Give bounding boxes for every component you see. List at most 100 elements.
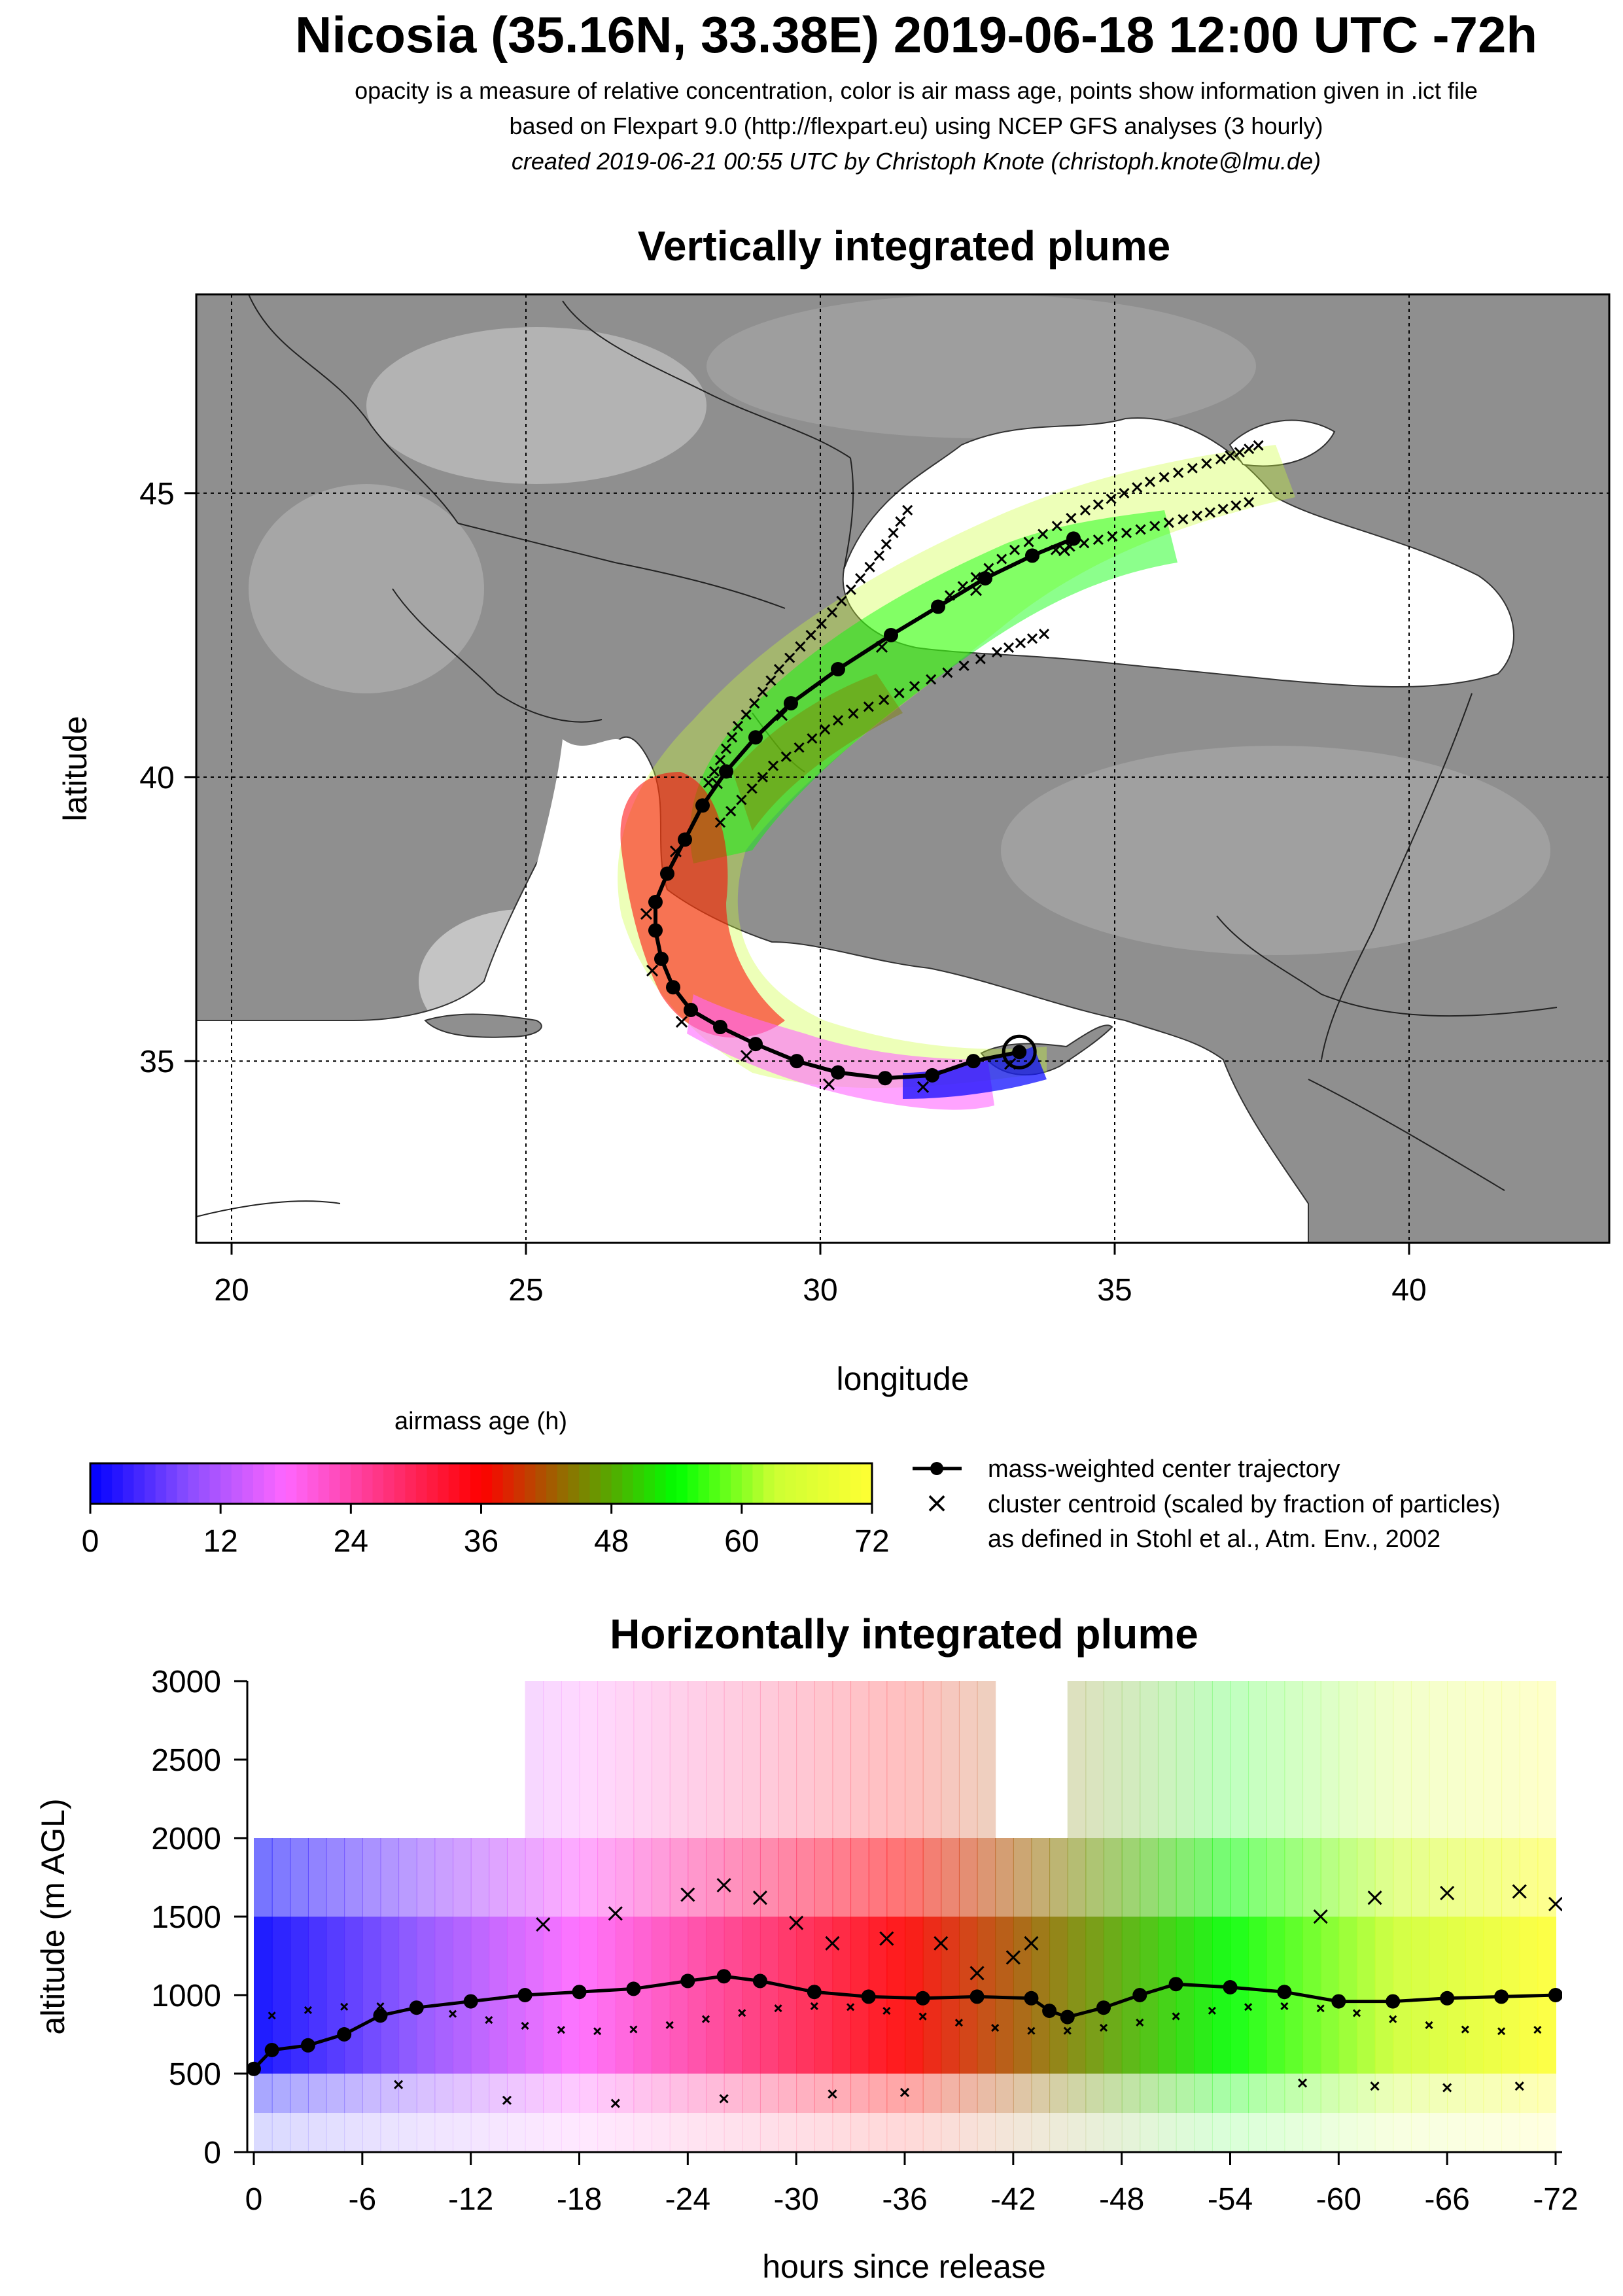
- cross-stroke: [1191, 510, 1203, 521]
- cross-stroke: [675, 1015, 688, 1028]
- cross-stroke: [1389, 2015, 1397, 2023]
- heatmap-cell: [1393, 1838, 1412, 1917]
- heatmap-cell: [1121, 2113, 1141, 2152]
- cross-stroke: [680, 1887, 695, 1902]
- cross-stroke: [608, 1906, 623, 1921]
- heatmap-cell: [561, 1681, 580, 1838]
- height-y-tick-label: 2000: [151, 1822, 221, 1856]
- cross-stroke: [665, 2021, 674, 2029]
- cross-stroke: [738, 2009, 746, 2017]
- lower-cluster-marker: [1208, 2006, 1216, 2015]
- heatmap-cell: [905, 2113, 924, 2152]
- colorbar-segment: [807, 1463, 819, 1504]
- heatmap-cell: [470, 2074, 490, 2113]
- colorbar-segment: [470, 1463, 482, 1504]
- lower-cluster-marker: [521, 2021, 529, 2030]
- colorbar-segment: [818, 1463, 829, 1504]
- heatmap-cell: [814, 1681, 833, 1838]
- cross-stroke: [610, 2098, 620, 2108]
- heatmap-cell: [434, 1917, 454, 2074]
- cluster-centroid-marker: [1132, 482, 1143, 493]
- colorbar-tick-label: 48: [594, 1524, 629, 1559]
- subtitle-credit: created 2019-06-21 00:55 UTC by Christop…: [511, 148, 1321, 175]
- cross-stroke: [969, 584, 983, 597]
- heatmap-cell: [1393, 2074, 1412, 2113]
- heatmap-cell: [652, 1838, 671, 1917]
- cluster-centroid-marker: [1106, 493, 1117, 504]
- heatmap-cell: [832, 1838, 852, 1917]
- heatmap-cell: [977, 1681, 996, 1838]
- heatmap-cell: [977, 1838, 996, 1917]
- colorbar-segment: [253, 1463, 265, 1504]
- heatmap-cell: [1248, 2113, 1267, 2152]
- heatmap-cell: [362, 1838, 381, 1917]
- heatmap-cell: [958, 2113, 978, 2152]
- cross-stroke: [810, 2002, 818, 2010]
- center-trajectory-point: [1012, 1045, 1027, 1060]
- lower-cluster-marker: [629, 2025, 638, 2034]
- cluster-centroid-marker: [780, 751, 792, 762]
- heatmap-cell: [1104, 1838, 1123, 1917]
- heatmap-cell: [326, 1917, 345, 2074]
- colorbar-segment: [438, 1463, 449, 1504]
- colorbar-segment: [329, 1463, 341, 1504]
- heatmap-cell: [597, 2113, 616, 2152]
- cross-stroke: [1050, 544, 1062, 555]
- heatmap-cell: [1410, 1838, 1430, 1917]
- cross-stroke: [875, 640, 888, 653]
- heatmap-cell: [1104, 1917, 1123, 2074]
- heatmap-cell: [1248, 1917, 1267, 2074]
- country-borders: [196, 294, 1558, 1217]
- colorbar-segment: [242, 1463, 254, 1504]
- colorbar-segment: [285, 1463, 298, 1504]
- center-trajectory-point: [654, 951, 669, 966]
- center-trajectory-point: [713, 1020, 727, 1035]
- center-trajectory-point: [719, 764, 733, 779]
- heatmap-cell: [1465, 2074, 1484, 2113]
- cluster-centroid-marker: [1023, 536, 1034, 548]
- cluster-centroid-marker: [1217, 504, 1229, 515]
- heatmap-cell: [1410, 2074, 1430, 2113]
- colorbar-segment: [427, 1463, 439, 1504]
- heatmap-cell: [759, 1838, 779, 1917]
- cross-stroke: [485, 2016, 493, 2025]
- colorbar-segment: [101, 1463, 113, 1504]
- cluster-centroid-marker: [1079, 538, 1090, 549]
- heatmap-cell: [1121, 1838, 1141, 1917]
- terrain-patch: [249, 484, 484, 693]
- heatmap-cell: [688, 1917, 707, 2074]
- heatmap-cell: [778, 1681, 797, 1838]
- heatmap-cell: [814, 1838, 833, 1917]
- lower-cluster-marker: [846, 2003, 855, 2011]
- heatmap-cell: [1320, 1681, 1340, 1838]
- heatmap-cell: [1284, 1838, 1304, 1917]
- map-y-tick-label: 35: [139, 1045, 174, 1079]
- heatmap-cell: [1320, 2074, 1340, 2113]
- heatmap-cell: [886, 2074, 905, 2113]
- cluster-centroid-marker: [714, 817, 726, 828]
- colorbar-segment: [741, 1463, 754, 1504]
- lower-cluster-marker: [394, 2079, 404, 2089]
- center-trajectory-point: [684, 1003, 698, 1018]
- crete-island: [424, 1013, 542, 1038]
- cross-stroke: [916, 1081, 930, 1093]
- center-altitude-point: [247, 2061, 261, 2076]
- heatmap-cell: [597, 1838, 616, 1917]
- heatmap-cell: [669, 2074, 689, 2113]
- center-altitude-point: [463, 1994, 478, 2009]
- center-altitude-point: [969, 1989, 985, 2004]
- colorbar-segment: [665, 1463, 678, 1504]
- heatmap-cell: [995, 2113, 1014, 2152]
- center-altitude-point: [1277, 1985, 1292, 2000]
- heatmap-cell: [1465, 1681, 1484, 1838]
- cluster-centroid-marker: [816, 618, 827, 629]
- colorbar-segment: [459, 1463, 471, 1504]
- cross-stroke: [1015, 638, 1026, 649]
- colorbar-tick-label: 24: [334, 1524, 368, 1559]
- colorbar-segment: [415, 1463, 428, 1504]
- heatmap-cell: [759, 2074, 779, 2113]
- cross-stroke: [1099, 2023, 1108, 2032]
- heatmap-cell: [1157, 2113, 1177, 2152]
- heatmap-cell: [705, 1838, 725, 1917]
- colorbar-segment: [296, 1463, 308, 1504]
